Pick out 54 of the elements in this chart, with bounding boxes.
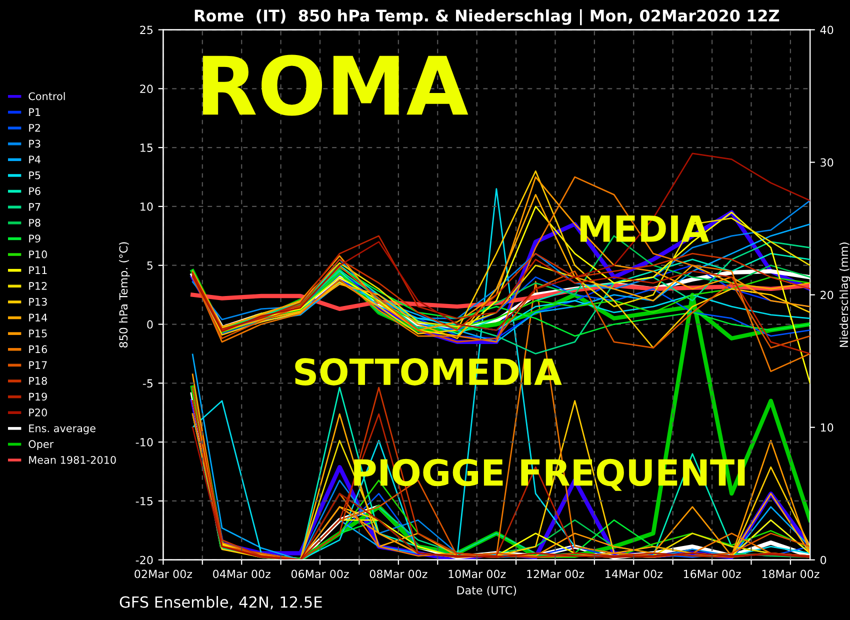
y-tick-label: -10	[136, 438, 153, 446]
y-axis-title: 850 hPa Temp. (°C)	[119, 242, 130, 348]
annotation: ROMA	[202, 54, 468, 116]
legend-label: P12	[29, 282, 47, 290]
x-tick-label: 04Mar 00z	[213, 570, 270, 578]
legend-label: P13	[29, 298, 47, 306]
y-tick-label: 0	[147, 320, 153, 329]
y2-tick-label: 20	[820, 290, 834, 300]
x-tick-label: 16Mar 00z	[684, 570, 741, 578]
legend-label: P9	[29, 234, 40, 242]
y-tick-label: -15	[136, 497, 153, 506]
legend-label: P5	[29, 172, 40, 180]
legend-label: P6	[29, 187, 40, 196]
y-tick-label: -5	[142, 379, 153, 388]
legend-label: P2	[29, 124, 40, 132]
text: GFS Ensemble, 42N, 12.5E	[120, 596, 322, 610]
x-tick-label: 02Mar 00z	[134, 570, 192, 578]
legend-label: P8	[29, 218, 40, 227]
legend-label: P19	[29, 392, 47, 401]
legend-label: Control	[28, 92, 65, 100]
y2-axis-title: Niederschlag (mm)	[839, 242, 850, 347]
legend-label: P20	[29, 408, 47, 416]
y-tick-label: 5	[147, 261, 153, 270]
y2-tick-label: 40	[820, 26, 834, 34]
x-tick-label: 18Mar 00z	[762, 570, 820, 578]
legend-label: P18	[29, 376, 47, 385]
x-tick-label: 06Mar 00z	[291, 570, 349, 578]
legend-label: P10	[29, 250, 47, 258]
legend-label: P17	[29, 361, 47, 369]
x-tick-label: 14Mar 00z	[606, 570, 662, 578]
y-tick-label: 25	[140, 26, 153, 34]
legend-label: P3	[29, 140, 40, 148]
x-axis-title: Date (UTC)	[457, 586, 516, 596]
y-tick-label: 10	[140, 202, 153, 211]
x-tick-label: 12Mar 00z	[527, 570, 584, 578]
y-tick-label: 15	[140, 144, 153, 152]
x-tick-label: 10Mar 00z	[448, 570, 506, 578]
legend-label: Mean 1981-2010	[29, 456, 116, 464]
legend-label: P1	[29, 108, 40, 116]
y-tick-label: -20	[136, 556, 153, 564]
y-tick-label: 20	[140, 84, 153, 94]
legend-label: P15	[29, 330, 47, 338]
chart-title: Rome (IT) 850 hPa Temp. & Niederschlag | Mon, 02Mar2020 12Z	[194, 9, 780, 26]
y2-tick-label: 0	[820, 556, 826, 564]
legend-label: P4	[29, 156, 40, 164]
legend-label: P7	[29, 203, 40, 211]
legend-label: P14	[29, 314, 48, 322]
legend-label: Ens. average	[29, 424, 96, 434]
y2-tick-label: 10	[820, 423, 834, 432]
legend-label: Oper	[28, 440, 54, 450]
y2-tick-label: 30	[820, 158, 834, 167]
x-tick-label: 08Mar 00z	[370, 570, 428, 578]
legend-label: P16	[29, 345, 48, 354]
legend-label: P11	[29, 266, 47, 274]
